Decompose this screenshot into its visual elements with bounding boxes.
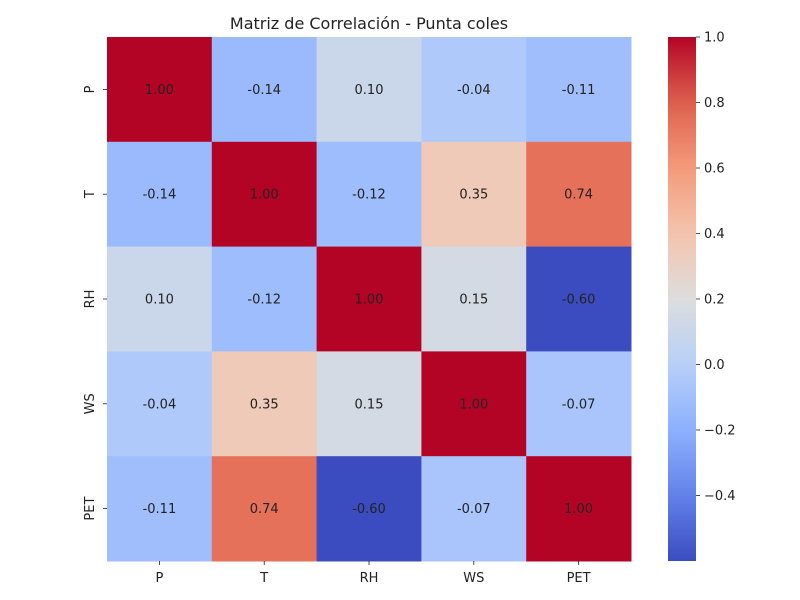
cell-value-label: 0.15 (459, 293, 488, 308)
heatmap-cell (211, 351, 318, 457)
y-axis: P T RH WS PET (83, 85, 107, 521)
heatmap-cell (526, 246, 632, 352)
x-tick-label: WS (463, 571, 484, 586)
cell-value-label: 0.15 (355, 397, 384, 412)
heatmap-cell (211, 37, 318, 143)
heatmap-cell (421, 456, 527, 562)
colorbar: 1.0 0.8 0.6 0.4 0.2 0.0 −0.2 −0.4 (668, 31, 736, 561)
heatmap-cell (107, 141, 213, 248)
heatmap-cells (107, 37, 632, 562)
colorbar-tick-label: −0.4 (704, 489, 736, 504)
heatmap-cell (107, 351, 213, 457)
heatmap-cell (421, 141, 527, 248)
colorbar-tick-label: 0.2 (704, 293, 725, 308)
cell-value-label: -0.11 (562, 83, 596, 98)
colorbar-tick-label: 0.6 (704, 162, 725, 177)
cell-value-label: -0.04 (143, 397, 177, 412)
heatmap-cell (211, 246, 318, 352)
colorbar-tick-label: −0.2 (704, 424, 736, 439)
x-tick-label: PET (567, 571, 591, 586)
cell-value-label: -0.07 (562, 397, 596, 412)
heatmap-cell (526, 351, 632, 457)
cell-value-label: -0.12 (247, 293, 281, 308)
heatmap-cell (107, 37, 213, 143)
heatmap-cell (316, 246, 422, 352)
cell-value-label: -0.14 (143, 188, 177, 203)
heatmap-cell (316, 456, 422, 562)
y-tick-label: T (83, 190, 98, 199)
y-tick-label: P (83, 85, 98, 93)
colorbar-tick-label: 0.0 (704, 358, 725, 373)
cell-value-label: 1.00 (250, 188, 279, 203)
cell-value-label: 1.00 (459, 397, 488, 412)
cell-value-label: -0.07 (457, 502, 491, 517)
cell-value-label: 1.00 (355, 293, 384, 308)
cell-value-label: 1.00 (145, 83, 174, 98)
x-tick-label: P (155, 571, 163, 586)
heatmap-cell (421, 37, 527, 143)
heatmap-cell (316, 37, 422, 143)
cell-value-label: 0.10 (145, 293, 174, 308)
heatmap-cell (526, 141, 632, 248)
colorbar-tick-label: 1.0 (704, 31, 725, 46)
cell-value-label: -0.14 (247, 83, 281, 98)
cell-value-label: 0.35 (250, 397, 279, 412)
cell-value-label: 0.10 (355, 83, 384, 98)
heatmap-cell (316, 351, 422, 457)
y-tick-label: RH (83, 290, 98, 309)
heatmap-cell (107, 456, 213, 562)
colorbar-gradient (668, 37, 696, 561)
heatmap-cell (316, 141, 422, 248)
y-tick-label: PET (83, 497, 98, 521)
x-tick-label: T (259, 571, 268, 586)
x-tick-label: RH (360, 571, 379, 586)
cell-value-label: -0.60 (352, 502, 386, 517)
cell-value-label: 1.00 (564, 502, 593, 517)
heatmap-cell (107, 246, 213, 352)
cell-value-label: 0.35 (459, 188, 488, 203)
chart-title: Matriz de Correlación - Punta coles (230, 14, 508, 33)
cell-value-label: 0.74 (564, 188, 593, 203)
y-tick-label: WS (83, 393, 98, 414)
heatmap-cell (211, 141, 318, 248)
cell-value-label: -0.12 (352, 188, 386, 203)
heatmap-cell (421, 351, 527, 457)
colorbar-tick-label: 0.4 (704, 227, 725, 242)
cell-value-label: 0.74 (250, 502, 279, 517)
heatmap-cell (526, 37, 632, 143)
x-axis: P T RH WS PET (155, 561, 591, 586)
heatmap-cell (421, 246, 527, 352)
heatmap-cell (211, 456, 318, 562)
cell-value-label: -0.11 (143, 502, 177, 517)
heatmap-cell-labels: 1.00 -0.14 0.10 -0.04 -0.11 -0.14 1.00 -0.12 0.3… (143, 83, 596, 517)
colorbar-tick-label: 0.8 (704, 96, 725, 111)
cell-value-label: -0.04 (457, 83, 491, 98)
heatmap-cell (526, 456, 632, 562)
cell-value-label: -0.60 (562, 293, 596, 308)
